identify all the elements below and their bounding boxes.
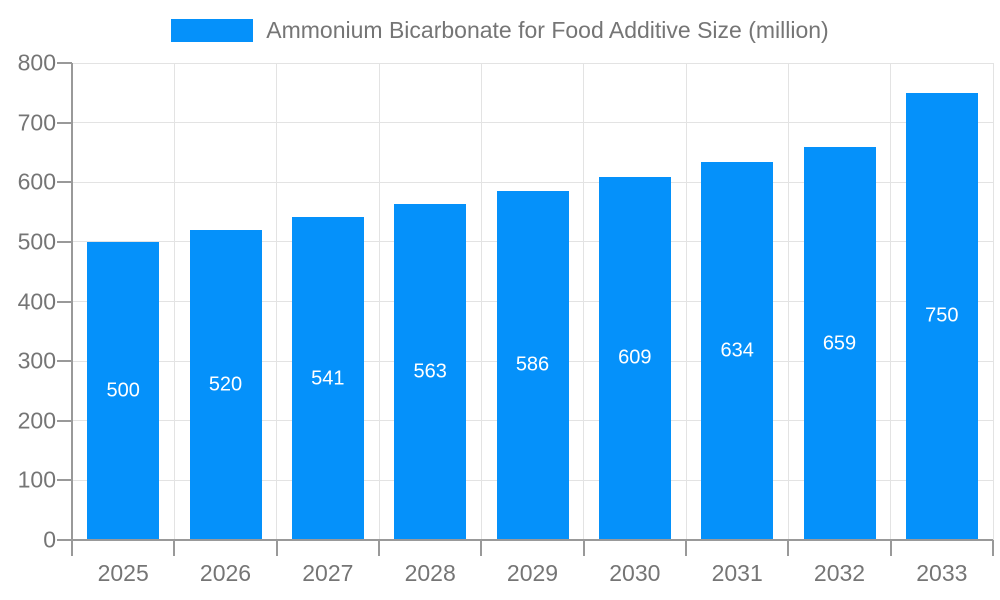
- x-axis-tick: [787, 540, 790, 556]
- y-axis-tick-label: 800: [17, 49, 56, 76]
- bar-value-label: 500: [106, 379, 140, 402]
- bar-2027[interactable]: [291, 217, 364, 540]
- x-axis-tick: [275, 540, 278, 556]
- gridline-horizontal: [72, 181, 993, 183]
- x-tick-label: 2027: [302, 560, 354, 586]
- x-axis-tick: [173, 540, 176, 556]
- x-axis-tick: [71, 540, 73, 556]
- x-axis-tick: [685, 540, 687, 556]
- bar-2028[interactable]: [394, 204, 467, 540]
- y-axis-tick: [57, 539, 72, 541]
- gridline-vertical: [480, 63, 482, 540]
- bar-value-label: 750: [925, 304, 959, 327]
- gridline-horizontal: [72, 122, 993, 124]
- legend-label: Ammonium Bicarbonate for Food Additive S…: [266, 17, 829, 43]
- x-axis-tick: [582, 540, 585, 556]
- x-axis-tick: [889, 540, 892, 556]
- x-tick-label: 2028: [404, 560, 456, 586]
- bar-value-label: 520: [208, 373, 243, 396]
- bar-2030[interactable]: [598, 176, 671, 540]
- gridline-vertical: [890, 63, 892, 540]
- y-axis-tick-label: 200: [17, 407, 56, 434]
- y-axis-tick: [57, 360, 72, 363]
- y-axis-tick: [57, 240, 72, 243]
- x-tick-label: 2032: [813, 560, 866, 586]
- x-tick-label: 2031: [711, 560, 763, 586]
- gridline-vertical: [685, 63, 687, 540]
- bar-2031[interactable]: [701, 161, 774, 540]
- x-axis-tick: [992, 540, 994, 556]
- y-axis-tick-label: 100: [17, 466, 56, 493]
- y-axis-tick-label: 500: [17, 228, 56, 255]
- bar-value-label: 609: [618, 346, 652, 369]
- bar-value-label: 541: [311, 367, 345, 390]
- bar-2025[interactable]: [87, 241, 160, 540]
- bar-value-label: 659: [822, 332, 857, 355]
- y-axis-tick-label: 300: [17, 347, 56, 374]
- y-axis-tick: [57, 300, 72, 303]
- bar-value-label: 634: [720, 339, 754, 362]
- legend[interactable]: Ammonium Bicarbonate for Food Additive S…: [0, 17, 1000, 43]
- y-axis-tick: [57, 181, 72, 184]
- x-axis-tick: [378, 540, 380, 556]
- y-axis-tick-label: 700: [17, 109, 56, 136]
- bar-2032[interactable]: [803, 147, 876, 540]
- gridline-vertical: [173, 63, 175, 540]
- x-tick-label: 2025: [97, 560, 149, 586]
- y-axis-tick: [57, 479, 72, 482]
- x-tick-label: 2030: [609, 560, 661, 586]
- legend-swatch: [171, 19, 254, 43]
- gridline-vertical: [992, 63, 994, 540]
- x-tick-label: 2033: [916, 560, 968, 586]
- bar-value-label: 563: [413, 360, 447, 383]
- x-tick-label: 2026: [199, 560, 252, 586]
- x-axis-tick: [480, 540, 483, 556]
- x-axis-line: [72, 539, 993, 541]
- y-axis-tick: [57, 121, 72, 124]
- gridline-vertical: [378, 63, 380, 540]
- y-axis-line: [71, 63, 73, 540]
- gridline-vertical: [276, 63, 278, 540]
- gridline-vertical: [787, 63, 789, 540]
- y-axis-tick-label: 400: [17, 288, 56, 314]
- bar-2029[interactable]: [496, 190, 569, 540]
- bar-2033[interactable]: [905, 92, 978, 540]
- y-axis-tick: [57, 62, 72, 64]
- gridline-vertical: [583, 63, 585, 540]
- y-axis-tick-label: 600: [17, 168, 56, 195]
- bar-value-label: 586: [515, 353, 550, 376]
- y-axis-tick-label: 0: [43, 526, 56, 553]
- gridline-horizontal: [72, 62, 993, 64]
- x-tick-label: 2029: [506, 560, 559, 586]
- y-axis-tick: [57, 419, 72, 422]
- bar-2026[interactable]: [189, 229, 262, 540]
